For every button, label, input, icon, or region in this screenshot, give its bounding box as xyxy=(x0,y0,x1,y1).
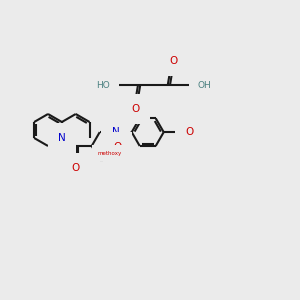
Text: O: O xyxy=(169,56,177,66)
Text: O: O xyxy=(131,104,139,114)
Text: N: N xyxy=(112,127,120,137)
Text: methoxy: methoxy xyxy=(98,151,122,156)
Text: O: O xyxy=(72,163,80,173)
Text: OH: OH xyxy=(198,80,212,89)
Text: HO: HO xyxy=(96,80,110,89)
Text: O: O xyxy=(186,127,194,137)
Text: O: O xyxy=(114,142,122,152)
Text: N: N xyxy=(58,133,66,143)
